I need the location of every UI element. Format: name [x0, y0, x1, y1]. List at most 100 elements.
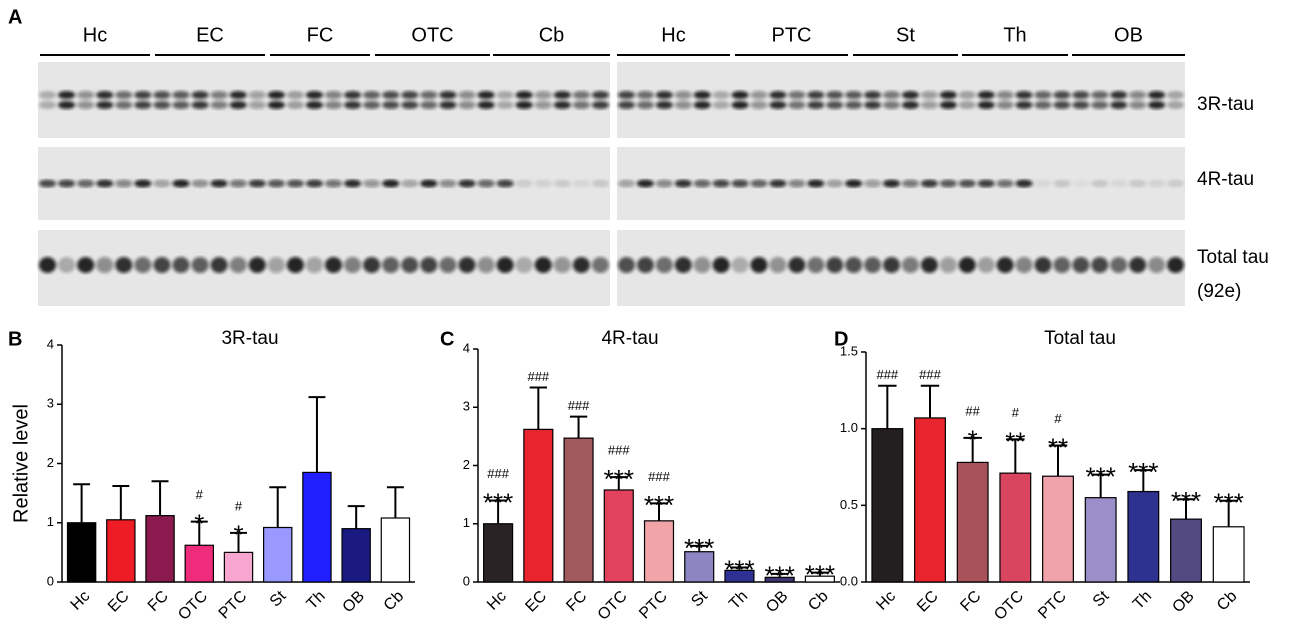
- band: [267, 257, 285, 273]
- significance-mark: #: [1054, 411, 1062, 426]
- band: [344, 257, 362, 273]
- x-tick-label: Hc: [68, 588, 94, 614]
- x-tick-label: St: [1090, 587, 1113, 610]
- blot-panel: [617, 230, 1185, 306]
- band: [553, 257, 571, 273]
- band: [382, 101, 400, 109]
- band: [344, 179, 362, 188]
- band: [996, 101, 1014, 109]
- band: [191, 91, 209, 99]
- bar: [563, 437, 594, 583]
- band: [1129, 101, 1147, 109]
- band: [172, 257, 190, 273]
- significance-mark: ***: [483, 487, 513, 517]
- band: [901, 91, 919, 99]
- bar: [1084, 497, 1117, 583]
- band: [864, 257, 882, 273]
- band: [267, 101, 285, 109]
- chart-title: 4R-tau: [601, 328, 658, 349]
- band: [1015, 91, 1033, 99]
- band: [617, 101, 635, 109]
- bar: [804, 575, 835, 583]
- band: [38, 101, 57, 109]
- band: [191, 257, 209, 273]
- band: [636, 101, 654, 109]
- band: [401, 91, 419, 99]
- band: [210, 91, 228, 99]
- band: [1053, 101, 1071, 109]
- band: [1072, 91, 1090, 99]
- band: [248, 101, 266, 109]
- chart-title: 3R-tau: [221, 328, 278, 349]
- band: [693, 179, 711, 188]
- bar: [523, 428, 554, 583]
- band: [248, 257, 266, 273]
- y-tick-label: 0: [463, 573, 470, 588]
- significance-mark: ***: [1213, 488, 1243, 518]
- band: [96, 257, 114, 273]
- band: [750, 257, 768, 273]
- band: [324, 101, 343, 109]
- band: [134, 179, 152, 188]
- bar: [380, 517, 411, 583]
- significance-mark: ###: [919, 367, 941, 382]
- bar: [956, 461, 989, 583]
- band: [344, 91, 362, 99]
- bar: [483, 523, 514, 583]
- band: [344, 101, 362, 109]
- significance-mark: ***: [644, 490, 674, 520]
- row-label: 3R-tau: [1197, 94, 1254, 115]
- band: [636, 91, 654, 99]
- x-tick-label: EC: [105, 588, 133, 616]
- bar: [684, 551, 715, 583]
- bar: [999, 472, 1032, 583]
- band: [96, 179, 114, 188]
- band: [515, 257, 533, 273]
- chart-title: Total tau: [1044, 328, 1116, 349]
- band: [1110, 179, 1128, 188]
- group-label: PTC: [772, 24, 812, 46]
- significance-mark: ##: [965, 403, 980, 418]
- band: [807, 101, 825, 109]
- band: [1015, 179, 1033, 188]
- blot-panel: [38, 230, 610, 306]
- blot-panel: [38, 147, 610, 220]
- bar: [914, 417, 946, 583]
- band: [591, 101, 610, 109]
- band: [153, 101, 171, 109]
- band: [58, 257, 76, 273]
- group-label: Th: [1003, 24, 1026, 46]
- x-tick-label: St: [688, 587, 711, 610]
- band: [477, 257, 495, 273]
- band: [958, 101, 976, 109]
- band: [883, 179, 901, 188]
- band: [267, 179, 285, 188]
- band: [591, 91, 610, 99]
- band: [845, 91, 863, 99]
- band: [229, 257, 247, 273]
- band: [788, 179, 806, 188]
- y-tick-label: 4: [47, 336, 54, 351]
- band: [553, 91, 571, 99]
- panel-label: D: [834, 328, 848, 350]
- band: [496, 179, 514, 188]
- bar: [145, 515, 175, 583]
- band: [591, 257, 610, 273]
- significance-mark: *: [194, 508, 204, 538]
- group-label: FC: [307, 24, 334, 46]
- bar: [263, 526, 293, 583]
- band: [693, 257, 711, 273]
- band: [38, 257, 57, 273]
- band: [1053, 257, 1071, 273]
- band: [617, 179, 635, 188]
- panel-label: A: [8, 6, 22, 28]
- band: [617, 257, 635, 273]
- band: [191, 179, 209, 188]
- y-tick-label: 4: [463, 340, 470, 355]
- bar: [1042, 475, 1074, 583]
- band: [939, 101, 957, 109]
- band: [750, 101, 768, 109]
- y-tick-label: 0.0: [840, 573, 858, 588]
- band: [977, 179, 995, 188]
- band: [826, 91, 844, 99]
